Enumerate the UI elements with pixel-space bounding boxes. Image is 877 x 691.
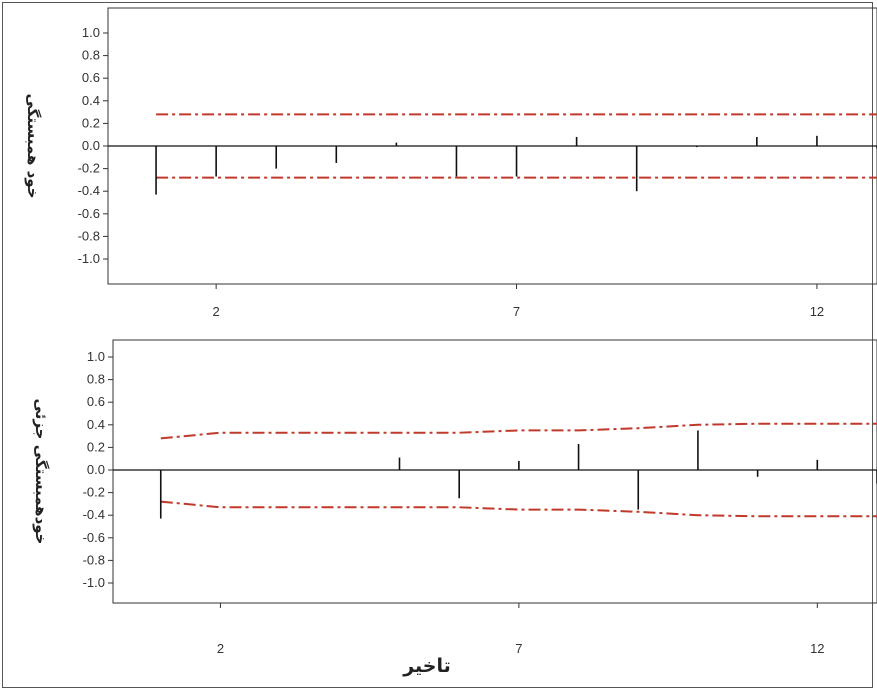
y-tick-label: 0.4 <box>87 417 105 432</box>
y-axis-label: خودهمبستگی جزئی <box>32 399 50 545</box>
y-tick-label: 0.8 <box>87 372 105 387</box>
y-tick-label: -0.2 <box>83 485 105 500</box>
x-tick-label: 2 <box>217 641 224 656</box>
confidence-lower-line <box>160 500 877 518</box>
x-axis-label: تاخیر <box>402 655 451 677</box>
y-tick-label: 0.6 <box>82 70 100 85</box>
y-tick-label: -0.4 <box>83 507 105 522</box>
y-tick-label: -0.2 <box>78 161 100 176</box>
y-tick-label: 0.8 <box>82 48 100 63</box>
y-tick-label: -1.0 <box>78 251 100 266</box>
y-tick-label: 0.2 <box>87 439 105 454</box>
y-tick-label: -0.6 <box>78 206 100 221</box>
x-tick-label: 12 <box>810 304 824 319</box>
y-tick-label: 0.0 <box>82 138 100 153</box>
y-tick-label: 0.2 <box>82 115 100 130</box>
y-axis-label: خود همبستگی <box>24 94 42 199</box>
y-tick-label: 0.0 <box>87 462 105 477</box>
x-tick-label: 2 <box>213 304 220 319</box>
x-tick-label: 7 <box>515 641 522 656</box>
y-tick-label: 0.4 <box>82 93 100 108</box>
y-tick-label: 1.0 <box>82 25 100 40</box>
x-tick-label: 12 <box>810 641 824 656</box>
plot-area-2 <box>112 339 877 604</box>
y-tick-label: -0.8 <box>83 552 105 567</box>
y-tick-label: -0.4 <box>78 183 100 198</box>
y-tick-label: -1.0 <box>83 575 105 590</box>
y-tick-label: -0.8 <box>78 228 100 243</box>
y-tick-label: -0.6 <box>83 530 105 545</box>
y-tick-label: 1.0 <box>87 349 105 364</box>
y-tick-label: 0.6 <box>87 394 105 409</box>
x-tick-label: 7 <box>513 304 520 319</box>
confidence-upper-line <box>160 422 877 440</box>
